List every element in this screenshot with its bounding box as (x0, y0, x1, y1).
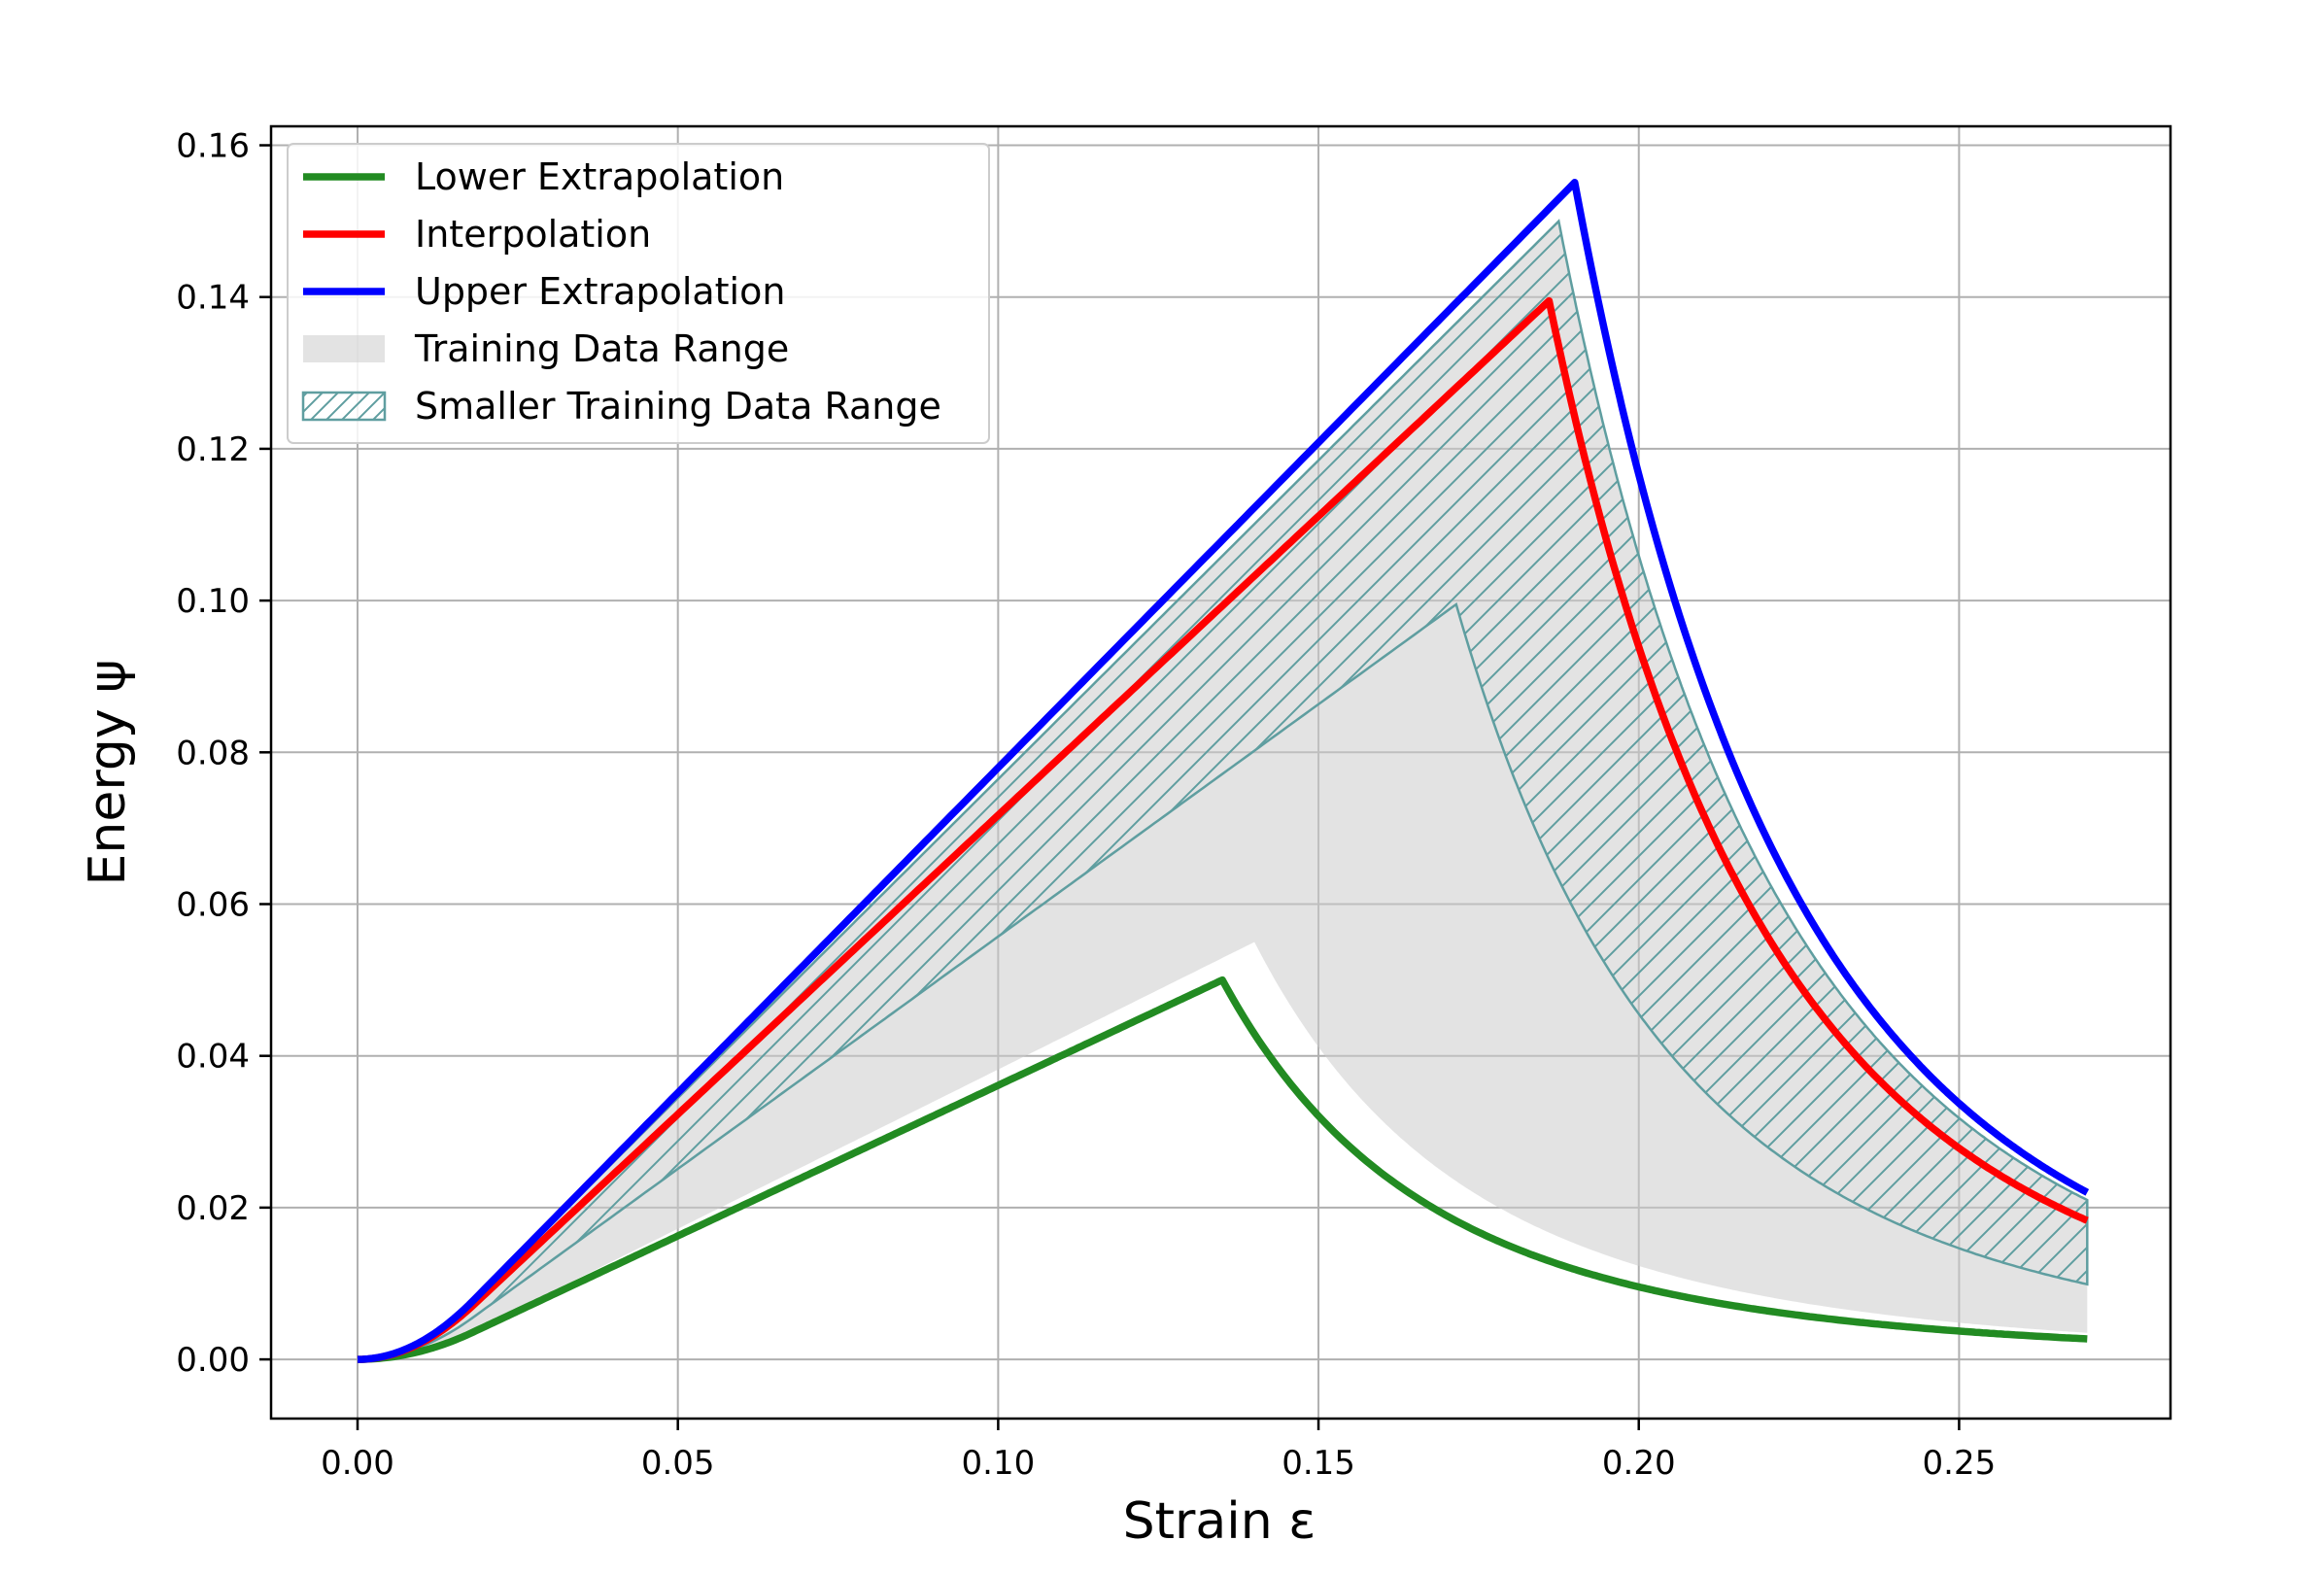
legend-label-upper-extrapolation: Upper Extrapolation (415, 270, 785, 313)
x-tick-label-2: 0.10 (962, 1444, 1036, 1483)
series-line-upper-extrapolation (357, 179, 2090, 1363)
legend-label-training-data-range: Training Data Range (414, 327, 789, 370)
legend-label-interpolation: Interpolation (415, 213, 651, 256)
x-tick-label-4: 0.20 (1602, 1444, 1676, 1483)
y-tick-label-1: 0.02 (176, 1189, 250, 1228)
legend-box (287, 143, 990, 444)
x-axis: 0.00 0.05 0.10 0.15 0.20 0.25 (321, 1419, 1996, 1483)
x-tick-label-3: 0.15 (1282, 1444, 1355, 1483)
y-tick-label-7: 0.14 (176, 279, 250, 318)
legend-label-lower-extrapolation: Lower Extrapolation (415, 155, 784, 198)
y-tick-label-0: 0.00 (176, 1341, 250, 1380)
x-axis-title: Strain ε (1123, 1492, 1316, 1551)
legend-swatch-smaller-training-data-range (301, 391, 387, 422)
y-tick-label-5: 0.10 (176, 582, 250, 621)
x-tick-label-5: 0.25 (1923, 1444, 1997, 1483)
series-lines (357, 179, 2090, 1363)
y-tick-label-4: 0.08 (176, 734, 250, 772)
x-tick-label-0: 0.00 (321, 1444, 394, 1483)
series-line-interpolation (357, 296, 2089, 1363)
y-tick-label-2: 0.04 (176, 1038, 250, 1077)
y-tick-label-3: 0.06 (176, 885, 250, 924)
legend: Lower Extrapolation Interpolation Upper Ex… (287, 143, 990, 444)
y-axis-title: Energy ψ (79, 660, 137, 886)
y-tick-label-6: 0.12 (176, 430, 250, 469)
band-smaller-training-data-range (357, 219, 2089, 1361)
y-tick-label-8: 0.16 (176, 127, 250, 166)
plot-frame (269, 124, 2172, 1421)
legend-swatch-training-data-range (303, 335, 385, 362)
x-tick-label-1: 0.05 (641, 1444, 715, 1483)
legend-label-smaller-training-data-range: Smaller Training Data Range (415, 385, 941, 428)
series-line-lower-extrapolation (357, 976, 2088, 1363)
y-axis: 0.00 0.02 0.04 0.06 0.08 0.10 0.12 0.14 0.16 (176, 127, 271, 1380)
data-range-bands (357, 219, 2089, 1361)
